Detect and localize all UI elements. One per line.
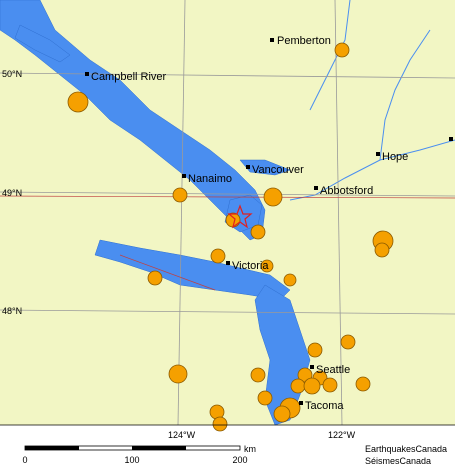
earthquake [273,405,291,423]
city-label: Seattle [316,364,350,376]
scale-bar-segment [25,446,79,450]
earthquake [322,377,338,393]
epicenter-star [227,204,253,229]
longitude-line [334,0,343,426]
graticule [0,0,455,426]
latitude-line [0,191,455,197]
latitude-label: 49°N [2,188,22,198]
city-marker [270,38,274,42]
earthquakes [67,42,394,432]
city-label: Pemberton [277,35,331,47]
city-label: Vancouver [252,164,304,176]
scale-label: 100 [124,455,139,465]
earthquake [340,334,356,350]
longitude-label: 122°W [328,430,356,440]
border [0,195,455,199]
earthquake [250,224,266,240]
city-marker [299,401,303,405]
city-marker [226,261,230,265]
earthquake [263,187,283,207]
city-label: Campbell River [91,71,167,83]
city-marker [310,365,314,369]
credit: EarthquakesCanada [365,444,447,454]
city-marker [314,186,318,190]
scale-label: 200 [232,455,247,465]
city-marker [449,137,453,141]
latitude-label: 48°N [2,306,22,316]
city-label: Hope [382,151,408,163]
latitude-line [0,309,455,315]
earthquake [283,273,297,287]
scale-label: 0 [22,455,27,465]
latitude-line [0,72,455,79]
earthquake [374,242,390,258]
earthquake [147,270,163,286]
earthquake [212,416,228,432]
scale-bar-segment [132,446,186,450]
earthquake [257,390,273,406]
city-label: Abbotsford [320,185,373,197]
earthquake [307,342,323,358]
city-marker [85,72,89,76]
earthquake [67,91,89,113]
cities: Pemberton Campbell River Vancouver Hope … [85,35,453,412]
city-marker [376,152,380,156]
scale-bar: 0 100 200 km [22,444,256,465]
longitude-line [177,0,186,426]
latitude-label: 50°N [2,69,22,79]
earthquake [250,367,266,383]
city-marker [182,174,186,178]
earthquake [290,378,306,394]
earthquake [260,259,274,273]
city-label: Nanaimo [188,173,232,185]
credit: SéismesCanada [365,456,431,466]
earthquake [172,187,188,203]
scale-unit: km [244,444,256,454]
earthquake [355,376,371,392]
earthquake [210,248,226,264]
city-marker [246,165,250,169]
longitude-label: 124°W [168,430,196,440]
earthquake [334,42,350,58]
city-label: Tacoma [305,400,344,412]
city-label: Victoria [232,260,269,272]
earthquake [168,364,188,384]
border [119,254,216,291]
earthquake [303,377,321,395]
